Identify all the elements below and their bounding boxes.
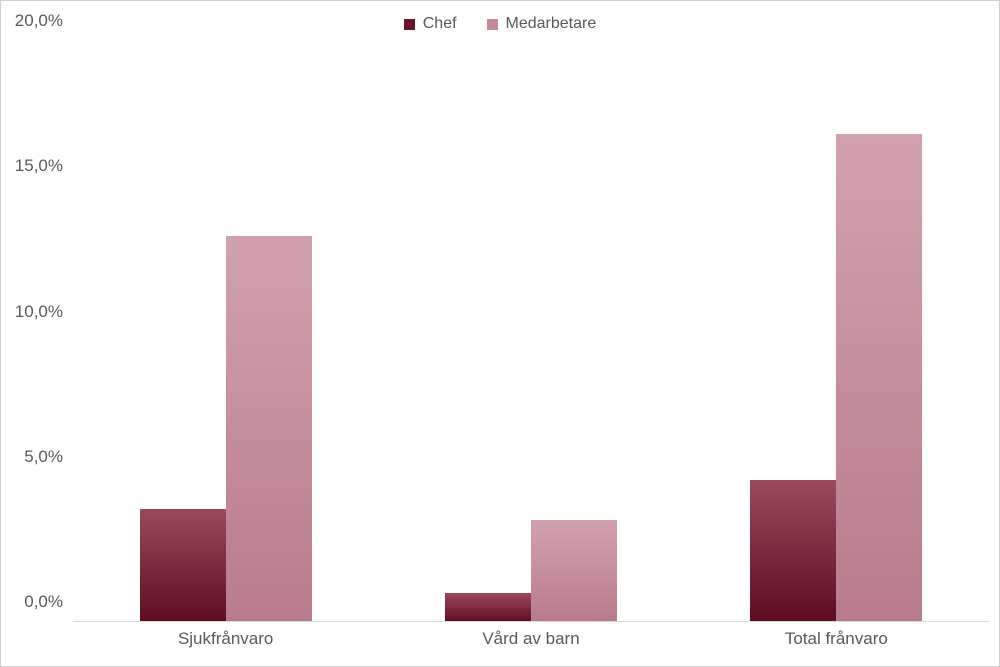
x-tick-label: Total frånvaro: [684, 622, 989, 666]
legend-item: Medarbetare: [487, 15, 597, 33]
y-tick-label: 20,0%: [15, 11, 63, 31]
y-tick-label: 15,0%: [15, 156, 63, 176]
bar: [750, 480, 836, 622]
bar: [445, 593, 531, 622]
legend-item: Chef: [404, 15, 457, 33]
legend-label: Chef: [423, 15, 457, 33]
legend-label: Medarbetare: [506, 15, 597, 33]
bar: [140, 509, 226, 622]
bar-group: [73, 41, 378, 622]
legend: Chef Medarbetare: [1, 15, 999, 33]
y-tick-label: 0,0%: [24, 592, 63, 612]
bar: [836, 134, 922, 622]
bar-groups: [73, 41, 989, 622]
bar-group: [684, 41, 989, 622]
x-tick-label: Sjukfrånvaro: [73, 622, 378, 666]
x-tick-label: Vård av barn: [378, 622, 683, 666]
legend-swatch: [404, 19, 415, 30]
bar-group: [378, 41, 683, 622]
y-tick-label: 5,0%: [24, 447, 63, 467]
y-tick-label: 10,0%: [15, 302, 63, 322]
plot-area: 0,0%5,0%10,0%15,0%20,0%: [73, 41, 989, 622]
x-axis-labels: SjukfrånvaroVård av barnTotal frånvaro: [73, 622, 989, 666]
bar: [226, 236, 312, 622]
legend-swatch: [487, 19, 498, 30]
bar: [531, 520, 617, 622]
bar-chart: ChefMedarbetare 0,0%5,0%10,0%15,0%20,0% …: [0, 0, 1000, 667]
